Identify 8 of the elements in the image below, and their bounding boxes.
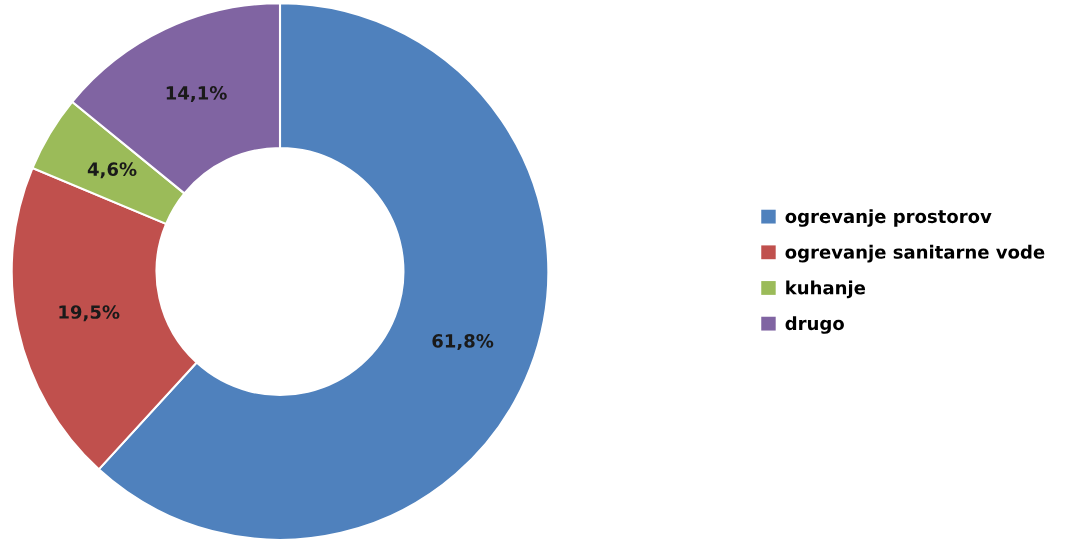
data-label: 14,1% (166, 86, 227, 103)
legend-label: drugo (785, 316, 844, 334)
legend-label: ogrevanje prostorov (785, 209, 992, 227)
data-label: 4,6% (87, 162, 137, 179)
legend-label: kuhanje (786, 280, 866, 299)
data-label: 61,8% (432, 334, 494, 351)
data-label: 19,5% (59, 305, 120, 322)
legend-label: ogrevanje sanitarne vode (785, 244, 1045, 263)
